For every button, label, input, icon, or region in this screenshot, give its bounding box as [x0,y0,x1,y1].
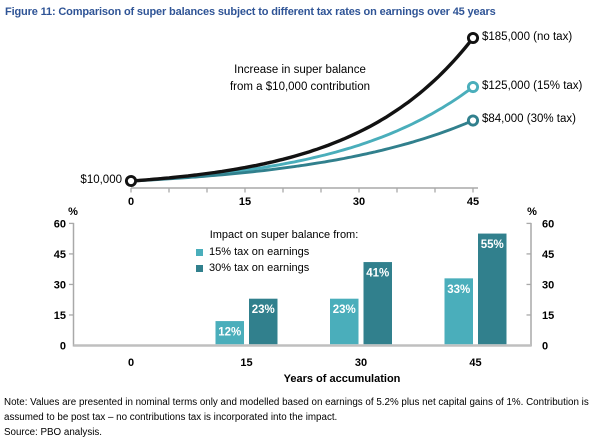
legend-item-30-tax: 30% tax on earnings [186,262,382,275]
bar-chart-legend: Impact on super balance from: 15% tax on… [186,228,382,275]
bar-15-30tax [249,298,278,345]
right-y-tick-label: 60 [542,218,554,230]
legend-title: Impact on super balance from: [209,229,359,241]
bar-chart-x-tick-label: 45 [469,357,481,369]
bar-45-15tax [444,278,473,345]
start-value-label: $10,000 [80,174,122,186]
curve-no-tax [129,36,475,183]
curve-30-tax [129,119,475,183]
end-label-30-tax: $84,000 (30% tax) [482,113,576,125]
line-chart-annotation: Increase in super balance from a $10,000… [229,64,371,93]
note-text: Note: Values are presented in nominal te… [4,397,589,423]
left-y-tick-label: 15 [54,310,66,322]
bar-45-30tax [478,233,507,345]
line-chart-x-tick-label: 45 [467,196,479,208]
legend-item-15-tax: 15% tax on earnings [186,246,382,259]
bar-value-label: 23% [333,304,356,316]
right-y-tick-label: 0 [542,341,548,353]
legend-label-30-tax: 30% tax on earnings [209,262,310,274]
left-y-tick-label: 0 [60,341,66,353]
bar-value-label: 12% [218,327,241,339]
bar-value-label: 55% [481,239,504,251]
end-marker-30-tax [466,114,480,127]
right-y-tick-label: 45 [542,249,554,261]
bar-15-15tax [215,321,244,345]
bar-value-label: 23% [252,304,275,316]
left-y-tick-label: 45 [54,249,66,261]
bar-chart-x-tick-label: 0 [128,357,134,369]
legend-label-15-tax: 15% tax on earnings [209,246,310,258]
right-y-tick-label: 30 [542,279,554,291]
bar-chart-x-axis-title: Years of accumulation [283,373,401,385]
line-chart-x-tick-label: 0 [128,196,134,208]
legend-swatch-30-tax-icon [196,265,203,272]
left-y-tick-label: 30 [54,279,66,291]
end-marker-15-tax [466,80,480,94]
bar-value-label: 41% [366,268,389,280]
bar-value-label: 33% [447,284,470,296]
left-percent-label: % [68,206,78,218]
line-chart-x-tick-label: 15 [239,196,251,208]
line-chart-x-tick-label: 30 [353,196,365,208]
figure-title: Figure 11: Comparison of super balances … [5,6,496,18]
bar-30-30tax [363,262,392,345]
legend-swatch-15-tax-icon [196,249,203,256]
footnotes: Note: Values are presented in nominal te… [4,396,596,440]
bar-chart-x-tick-label: 30 [355,357,367,369]
right-y-tick-label: 15 [542,310,554,322]
bar-chart-x-tick-label: 15 [240,357,252,369]
end-marker-no-tax [466,31,480,45]
bar-30-15tax [330,298,359,345]
left-y-tick-label: 60 [54,218,66,230]
end-label-15-tax: $125,000 (15% tax) [482,80,583,92]
source-text: Source: PBO analysis. [4,426,103,438]
start-marker [124,174,138,188]
right-percent-label: % [527,206,537,218]
end-label-no-tax: $185,000 (no tax) [482,31,573,43]
